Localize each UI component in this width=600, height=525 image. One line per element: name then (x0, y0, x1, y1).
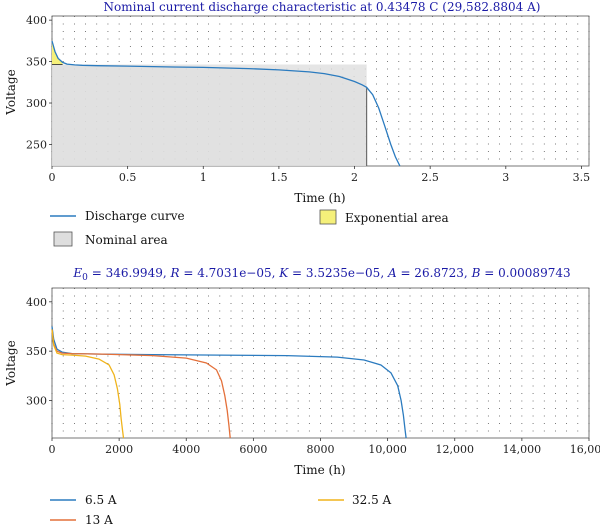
chart-2-title-e: E (72, 266, 82, 280)
legend-1-discharge-label: Discharge curve (85, 209, 185, 223)
series-line-13-a (51, 329, 231, 439)
chart-2-x-axis-label: Time (h) (294, 463, 345, 477)
x-tick-label: 0.5 (119, 171, 137, 184)
chart-2-title: E0 = 346.9949, R = 4.7031e−05, K = 3.523… (72, 266, 570, 283)
chart-1-x-ticks: 0 0.5 1 1.5 2 2.5 3 3.5 (49, 166, 591, 184)
legend-1-nominal-label: Nominal area (85, 233, 168, 247)
chart-2-title-b-val: = 0.00089743 (480, 266, 570, 280)
x-tick-label: 1.5 (270, 171, 288, 184)
chart-1-x-axis-label: Time (h) (294, 191, 345, 205)
y-tick-label: 400 (26, 14, 47, 27)
legend-2-32.5a-label: 32.5 A (352, 493, 392, 507)
chart-2-title-k: K (278, 266, 289, 280)
chart-1-lines (51, 40, 401, 167)
series-line-discharge-curve (51, 40, 401, 167)
y-tick-label: 350 (26, 345, 47, 358)
y-tick-label: 300 (26, 395, 47, 408)
nominal-area-fill (52, 64, 367, 166)
chart-2-title-r: R (169, 266, 179, 280)
chart-2-title-sub: 0 (82, 273, 88, 283)
chart-1-y-ticks: 250 300 350 400 (26, 14, 52, 151)
chart-2-y-ticks: 300 350 400 (26, 296, 52, 408)
x-tick-label: 4000 (172, 443, 200, 456)
y-tick-label: 350 (26, 56, 47, 69)
x-tick-label: 0 (49, 443, 56, 456)
y-tick-label: 400 (26, 296, 47, 309)
x-tick-label: 3.5 (573, 171, 591, 184)
x-tick-label: 0 (49, 171, 56, 184)
chart-2-lines (51, 326, 407, 439)
chart-2-y-axis-label: Voltage (4, 340, 18, 386)
chart-2-title-r-val: = 4.7031e−05, (180, 266, 280, 280)
chart-1: Nominal current discharge characteristic… (4, 0, 590, 247)
x-tick-label: 1 (200, 171, 207, 184)
chart-2-title-a: A (387, 266, 397, 280)
chart-2-x-ticks: 0 2000 4000 6000 8000 10,000 12,000 14,000 16,00… (49, 438, 600, 456)
chart-2-title-k-val: = 3.5235e−05, (288, 266, 388, 280)
x-tick-label: 3 (502, 171, 509, 184)
legend-1-exponential-label: Exponential area (345, 211, 449, 225)
legend-1-nominal-swatch (53, 231, 73, 247)
legend-2-13a-label: 13 A (85, 513, 113, 525)
y-tick-label: 250 (26, 138, 47, 151)
chart-2: E0 = 346.9949, R = 4.7031e−05, K = 3.523… (4, 266, 600, 525)
exponential-area (52, 40, 63, 65)
legend-1-exponential-swatch (319, 209, 337, 225)
x-tick-label: 2 (351, 171, 358, 184)
x-tick-label: 8000 (307, 443, 335, 456)
x-tick-label: 14,000 (503, 443, 542, 456)
x-tick-label: 2000 (105, 443, 133, 456)
x-tick-label: 12,000 (436, 443, 475, 456)
x-tick-label: 16,000 (570, 443, 600, 456)
chart-2-title-b: B (471, 266, 481, 280)
x-tick-label: 10,000 (368, 443, 407, 456)
chart-2-title-e0-val: = 346.9949, (88, 266, 171, 280)
x-tick-label: 2.5 (421, 171, 439, 184)
series-line-6.5-a (51, 326, 407, 439)
chart-2-grid (51, 288, 590, 438)
x-tick-label: 6000 (239, 443, 267, 456)
y-tick-label: 300 (26, 97, 47, 110)
chart-1-title: Nominal current discharge characteristic… (104, 0, 541, 14)
chart-1-areas (52, 40, 368, 166)
chart-1-y-axis-label: Voltage (4, 69, 18, 115)
chart-2-title-a-val: = 26.8723, (397, 266, 472, 280)
legend-2-6.5a-label: 6.5 A (85, 493, 117, 507)
series-line-32.5-a (51, 329, 125, 439)
